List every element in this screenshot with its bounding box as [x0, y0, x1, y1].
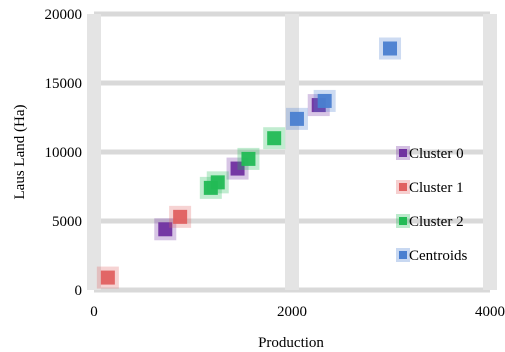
legend-label: Centroids — [409, 248, 467, 264]
data-point-marker — [289, 111, 304, 126]
legend-label: Cluster 0 — [409, 146, 464, 162]
data-point-marker — [317, 93, 332, 108]
data-point — [313, 89, 336, 112]
data-point — [263, 127, 286, 150]
legend-item: Cluster 2 — [396, 214, 464, 230]
legend-item: Centroids — [396, 248, 467, 264]
y-axis-title: Laus Land (Ha) — [12, 105, 28, 200]
data-point — [206, 171, 229, 194]
data-point — [285, 107, 308, 130]
legend-item: Cluster 0 — [396, 146, 464, 162]
data-point-marker — [158, 222, 173, 237]
data-point — [154, 218, 177, 241]
legend-marker — [399, 217, 407, 225]
data-point-marker — [267, 131, 282, 146]
legend-marker — [399, 251, 407, 259]
data-points — [96, 37, 402, 289]
x-tick-label: 0 — [90, 304, 98, 320]
data-point — [96, 266, 119, 289]
data-point-marker — [100, 270, 115, 285]
tick-labels: 0 5000 10000 15000 20000 0 2000 4000 — [45, 7, 505, 320]
legend-item: Cluster 1 — [396, 180, 464, 196]
data-point-marker — [210, 175, 225, 190]
data-point-marker — [241, 151, 256, 166]
data-point-marker — [383, 41, 398, 56]
y-tick-label: 5000 — [52, 214, 82, 230]
legend-label: Cluster 1 — [409, 180, 464, 196]
data-point-marker — [173, 209, 188, 224]
legend-marker — [399, 149, 407, 157]
y-tick-label: 20000 — [45, 7, 83, 23]
data-point — [237, 147, 260, 170]
legend: Cluster 0 Cluster 1 Cluster 2 Centroids — [396, 146, 467, 264]
y-tick-label: 0 — [75, 283, 83, 299]
y-tick-label: 15000 — [45, 76, 83, 92]
y-tick-label: 10000 — [45, 145, 83, 161]
legend-label: Cluster 2 — [409, 214, 464, 230]
x-axis-title: Production — [258, 335, 324, 351]
x-tick-label: 4000 — [475, 304, 505, 320]
grid-layer — [87, 11, 497, 293]
data-point — [169, 205, 192, 228]
legend-marker — [399, 183, 407, 191]
data-point-marker — [230, 161, 245, 176]
data-point — [379, 37, 402, 60]
x-tick-label: 2000 — [277, 304, 307, 320]
